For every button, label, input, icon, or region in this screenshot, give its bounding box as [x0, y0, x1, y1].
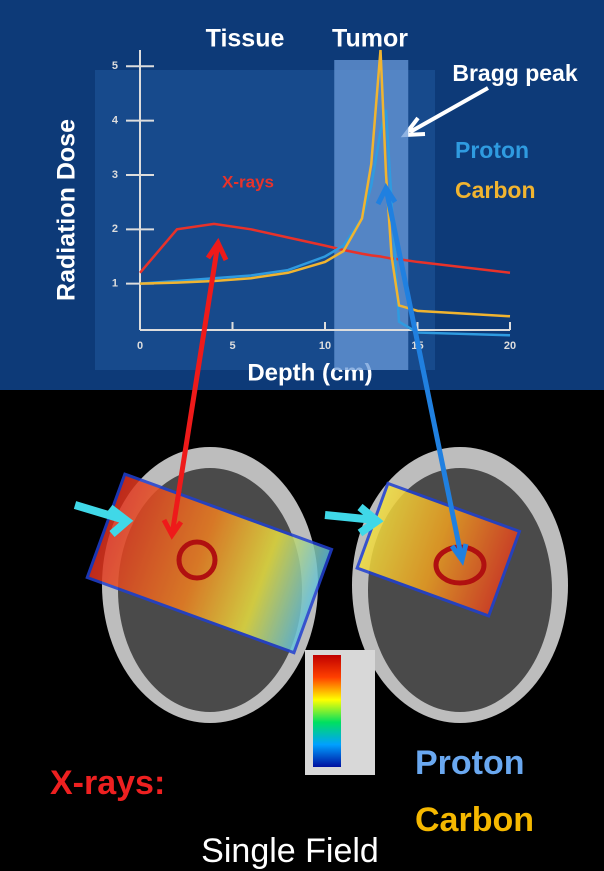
y-tick-label: 5 [112, 60, 118, 72]
y-tick-label: 3 [112, 169, 118, 181]
colorbar [313, 655, 341, 767]
x-tick-label: 0 [137, 340, 143, 352]
bottom-label: Proton [415, 744, 525, 782]
legend-label: X-rays [222, 172, 274, 191]
y-tick-label: 1 [112, 278, 118, 290]
region-label: Tumor [332, 25, 408, 53]
y-tick-label: 4 [112, 115, 119, 127]
region-label: Tissue [206, 25, 285, 53]
tumor-region [334, 60, 408, 370]
x-tick-label: 20 [504, 340, 516, 352]
y-tick-label: 2 [112, 223, 118, 235]
caption: Single Field [201, 832, 379, 870]
figure: Tissue Tumor Bragg peak Radiation Dose D… [0, 0, 604, 871]
bottom-label: X-rays: [50, 764, 165, 802]
legend-label: Proton [455, 137, 529, 163]
y-axis-label: Radiation Dose [53, 119, 81, 301]
x-tick-label: 10 [319, 340, 331, 352]
legend-label: Carbon [455, 177, 536, 203]
annotation: Bragg peak [452, 60, 577, 86]
bottom-label: Carbon [415, 801, 534, 839]
x-tick-label: 5 [229, 340, 235, 352]
